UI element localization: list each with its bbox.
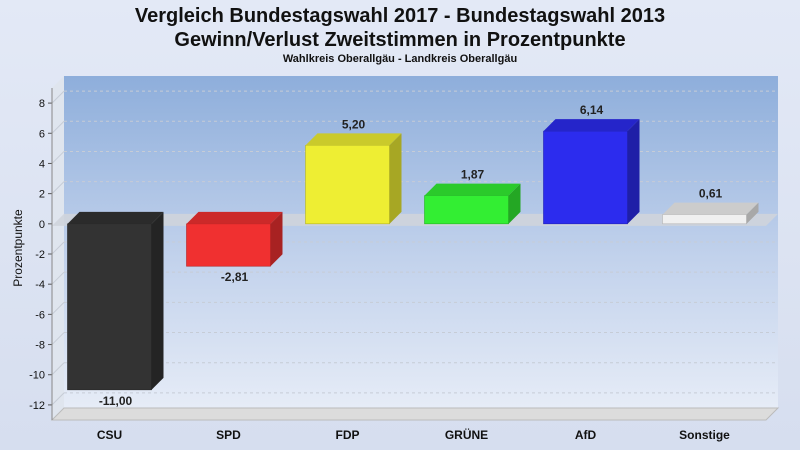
bar-csu (67, 211, 164, 391)
y-tick-label: -6 (35, 309, 45, 321)
y-tick-label: -10 (29, 370, 45, 382)
gridline-side (51, 271, 65, 285)
y-tick-label: -8 (35, 340, 45, 352)
chart-title-line-2: Gewinn/Verlust Zweitstimmen in Prozentpu… (174, 29, 626, 51)
bar-sonstige (662, 202, 759, 225)
bar-side (508, 183, 521, 224)
gridline-side (51, 90, 65, 104)
value-label: 0,61 (699, 187, 723, 201)
category-label: GRÜNE (445, 427, 488, 442)
value-label: -2,81 (221, 270, 249, 284)
gridline-side (51, 362, 65, 376)
bar-top (543, 119, 640, 132)
bar-side (389, 133, 402, 224)
category-label: FDP (336, 428, 360, 442)
chart-title: Vergleich Bundestagswahl 2017 - Bundesta… (134, 5, 666, 27)
value-label: 5,20 (342, 117, 366, 131)
bar-fdp (305, 133, 402, 225)
gridline-side (51, 241, 65, 255)
bar-top (67, 211, 164, 224)
value-label: 6,14 (580, 103, 604, 117)
category-label: SPD (216, 428, 241, 442)
category-label: AfD (575, 428, 597, 442)
gridline-side (51, 392, 65, 406)
y-tick-label: -4 (35, 279, 45, 291)
category-label: Sonstige (679, 428, 730, 442)
y-tick-label: 6 (39, 128, 45, 140)
chart-subtitle: Wahlkreis Oberallgäu - Landkreis Oberall… (282, 53, 518, 65)
bar-side (151, 211, 164, 390)
bar-front (305, 145, 390, 225)
gridline-side (51, 181, 65, 194)
bar-front (424, 195, 509, 225)
gridline-side (51, 302, 65, 315)
category-label: CSU (97, 428, 122, 442)
bar-top (186, 211, 283, 224)
y-tick-label: 2 (39, 189, 45, 201)
bar-top (305, 133, 402, 146)
bar-afd (543, 119, 640, 225)
bar-spd (186, 211, 283, 267)
bar-top (662, 202, 759, 215)
bar-front (662, 214, 747, 225)
y-tick-label: -12 (29, 400, 45, 412)
bar-side (627, 119, 640, 224)
plot-floor (50, 407, 780, 421)
bar-top (424, 183, 521, 196)
bar-side (270, 211, 283, 267)
bar-grüne (424, 183, 521, 225)
y-tick-label: 0 (39, 219, 45, 231)
y-tick-label: 4 (39, 158, 45, 170)
gridline-side (51, 151, 65, 164)
bar-side (746, 202, 759, 224)
bar-front (543, 130, 628, 225)
y-tick-label: -2 (35, 249, 45, 261)
value-label: 1,87 (461, 168, 485, 182)
bar-front (67, 223, 152, 391)
y-tick-label: 8 (39, 98, 45, 110)
gridline-side (51, 120, 65, 134)
bar-front (186, 223, 271, 267)
value-label: -11,00 (99, 394, 133, 408)
gridline-side (51, 332, 65, 345)
